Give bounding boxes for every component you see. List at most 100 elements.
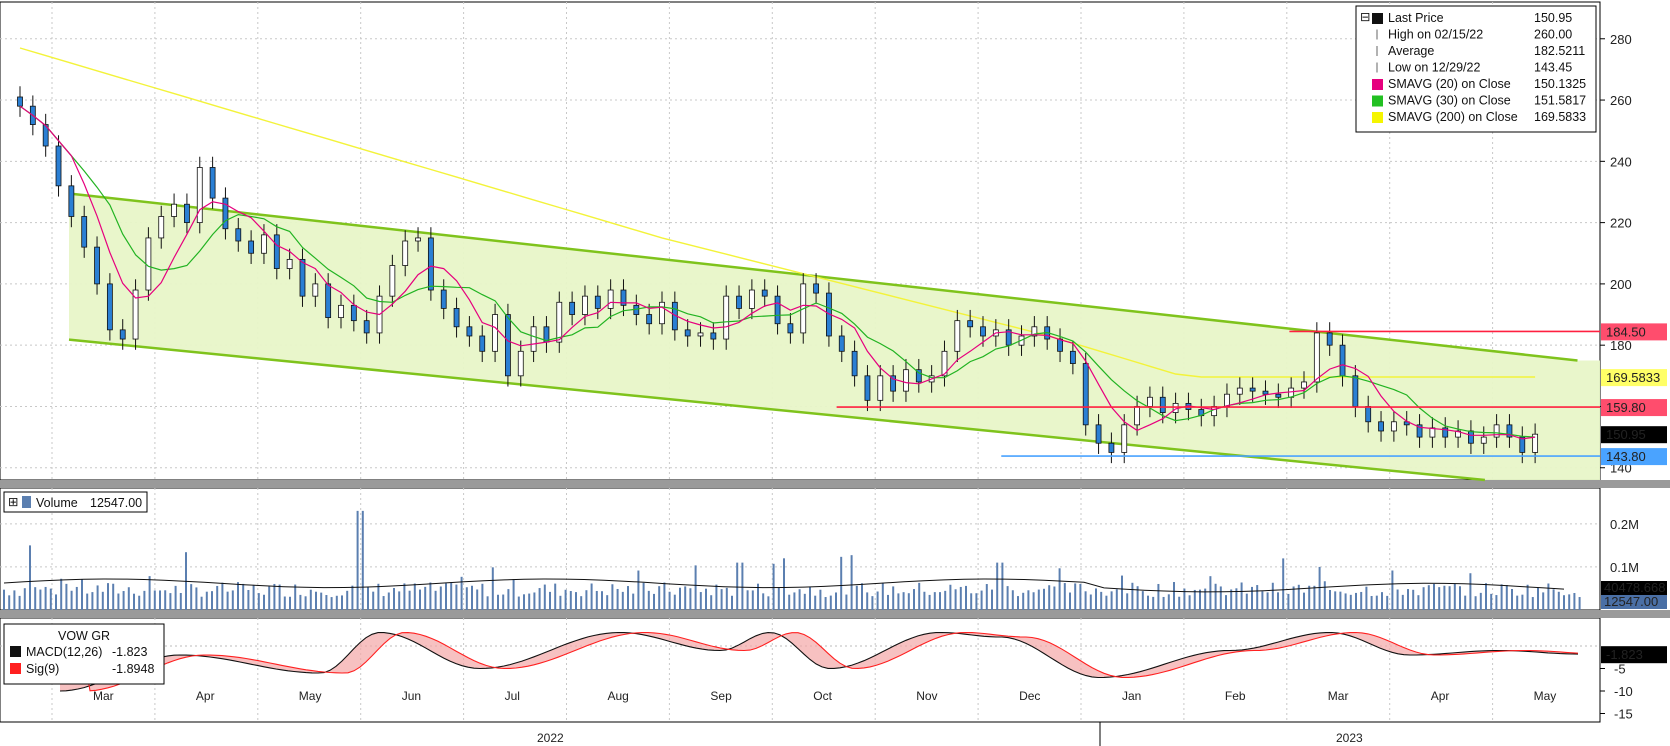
month-label: Feb <box>1225 689 1246 703</box>
candle <box>235 218 242 252</box>
candle <box>864 365 871 412</box>
candle <box>582 285 588 326</box>
candle-body <box>620 289 627 306</box>
candle <box>736 285 742 320</box>
year-label: 2022 <box>537 731 564 745</box>
candle <box>1480 426 1487 454</box>
volume-tag-label: 40478.668 <box>1604 580 1665 595</box>
candle <box>697 322 704 347</box>
candle <box>890 365 897 402</box>
month-label: Jun <box>402 689 421 703</box>
volume-swatch <box>22 496 31 508</box>
candle <box>530 316 537 363</box>
candle-body <box>1159 396 1166 413</box>
candle-body <box>235 228 242 242</box>
month-label: Aug <box>608 689 629 703</box>
candle <box>1390 411 1397 442</box>
candle-body <box>286 258 293 269</box>
candle-body <box>1224 393 1230 407</box>
macd-histogram-fill <box>60 632 1578 691</box>
price-tag <box>1601 426 1667 444</box>
price-tag <box>1601 448 1667 466</box>
volume-legend-value: 12547.00 <box>90 496 142 510</box>
candle <box>748 279 755 320</box>
macd-legend-label: Sig(9) <box>26 662 59 676</box>
candle-body <box>1378 421 1384 432</box>
macd-legend-swatch <box>10 646 21 657</box>
candle-body <box>1134 406 1140 426</box>
candle-body <box>196 167 203 224</box>
candle-body <box>517 350 524 377</box>
month-label: Apr <box>1431 689 1450 703</box>
macd-axis-label: -10 <box>1614 684 1633 699</box>
candle-body <box>941 350 948 377</box>
volume-legend-box <box>3 491 148 513</box>
candle-body <box>1147 396 1153 407</box>
month-label: Oct <box>813 689 832 703</box>
month-label: Apr <box>196 689 215 703</box>
price-tag <box>1601 399 1667 417</box>
month-label: Jul <box>505 689 520 703</box>
candle-body <box>427 237 434 291</box>
month-label: May <box>299 689 322 703</box>
price-axis-label: 220 <box>1610 216 1632 231</box>
candle-body <box>68 185 75 217</box>
candle-body <box>248 240 255 254</box>
macd-legend-value: -1.823 <box>112 645 147 659</box>
sma-20-line <box>19 105 1536 440</box>
sma-200-line <box>19 47 1536 378</box>
candle <box>440 279 447 320</box>
price-tag-label: 159.80 <box>1606 400 1646 415</box>
candle-body <box>132 289 139 340</box>
volume-average-line <box>3 578 1565 593</box>
price-axis-label: 260 <box>1610 93 1632 108</box>
candle-body <box>1326 332 1333 346</box>
candle-body <box>1506 424 1513 438</box>
candle-body <box>1108 442 1115 453</box>
price-tag <box>1601 369 1667 387</box>
candle <box>1069 340 1076 375</box>
candle-body <box>106 283 113 331</box>
candle <box>1416 414 1423 448</box>
candle <box>363 309 370 344</box>
candle <box>1249 377 1256 402</box>
candle <box>903 358 909 402</box>
candle <box>915 358 922 393</box>
candle-body <box>774 295 781 325</box>
candle <box>1082 352 1089 436</box>
channel-upper-line <box>68 192 1578 362</box>
candle-body <box>851 350 858 377</box>
candle <box>941 340 948 387</box>
legend-label: SMAVG (20) on Close <box>1388 77 1511 91</box>
candle <box>1519 426 1526 464</box>
candle-body <box>607 289 614 309</box>
candle <box>967 309 974 338</box>
candle <box>132 279 139 350</box>
candle <box>1378 411 1384 442</box>
candle-body <box>81 216 88 248</box>
month-label: Dec <box>1019 689 1040 703</box>
candle-body <box>209 167 216 199</box>
candle-body <box>273 234 280 269</box>
candle-body <box>569 301 576 315</box>
candle-body <box>440 289 447 309</box>
candle-body <box>1429 427 1436 438</box>
legend-swatch <box>1372 112 1383 123</box>
month-label: Mar <box>93 689 114 703</box>
candle-body <box>1468 430 1474 444</box>
candle-body <box>1262 390 1269 395</box>
candle <box>94 236 100 295</box>
candle <box>569 291 576 326</box>
candle <box>1442 417 1449 448</box>
candle <box>1159 386 1166 424</box>
candle <box>415 227 421 252</box>
candle-body <box>723 295 730 340</box>
legend-swatch <box>1372 95 1383 107</box>
candle <box>787 313 794 344</box>
legend-label: SMAVG (30) on Close <box>1388 94 1511 108</box>
candle-body <box>1352 375 1359 407</box>
legend-label: Low on 12/29/22 <box>1388 61 1480 75</box>
candle-body <box>1455 430 1461 438</box>
candle-body <box>1082 363 1089 426</box>
